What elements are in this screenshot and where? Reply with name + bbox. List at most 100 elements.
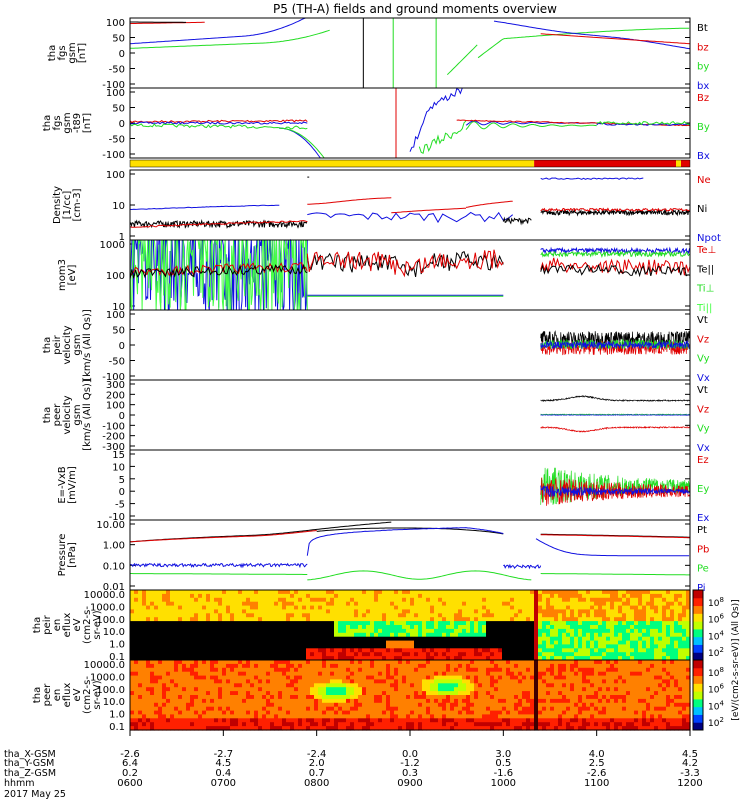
peir-spectrogram-cell bbox=[418, 613, 423, 618]
peir-spectrogram-cell bbox=[318, 652, 323, 657]
peer-spectrogram-cell bbox=[178, 687, 183, 692]
peer-spectrogram-cell bbox=[502, 663, 507, 669]
y-axis-label: tha bbox=[42, 337, 53, 353]
peir-spectrogram-cell bbox=[662, 640, 667, 646]
peer-spectrogram-cell bbox=[446, 671, 451, 677]
peir-spectrogram-cell bbox=[562, 644, 567, 649]
peer-spectrogram-cell bbox=[334, 706, 339, 712]
peer-spectrogram-cell bbox=[598, 714, 603, 719]
peir-spectrogram-cell bbox=[258, 652, 263, 657]
y-axis-label: [mV/m] bbox=[67, 466, 78, 504]
peer-spectrogram-cell bbox=[150, 722, 155, 727]
peir-spectrogram-cell bbox=[682, 609, 687, 614]
peir-spectrogram-cell bbox=[610, 636, 615, 642]
peer-spectrogram-cell bbox=[314, 663, 319, 669]
peer-spectrogram-cell bbox=[190, 687, 195, 692]
peir-spectrogram-cell bbox=[570, 605, 575, 611]
peer-spectrogram-cell bbox=[498, 714, 503, 719]
peir-spectrogram-cell bbox=[514, 621, 519, 626]
peir-spectrogram-cell bbox=[418, 628, 423, 634]
peir-spectrogram-cell bbox=[618, 597, 623, 603]
peer-spectrogram-cell bbox=[450, 679, 455, 684]
peer-spectrogram-cell bbox=[186, 714, 191, 719]
peir-spectrogram-cell bbox=[414, 648, 419, 653]
peir-spectrogram-cell bbox=[414, 644, 419, 649]
peer-spectrogram-cell bbox=[450, 710, 455, 716]
peir-spectrogram-cell bbox=[246, 648, 251, 653]
peir-spectrogram-cell bbox=[434, 605, 439, 611]
peer-spectrogram-cell bbox=[386, 695, 391, 700]
peir-spectrogram-cell bbox=[398, 613, 403, 618]
peer-spectrogram-cell bbox=[310, 718, 315, 723]
peir-spectrogram-cell bbox=[542, 609, 547, 614]
peir-spectrogram-cell bbox=[350, 648, 355, 653]
peir-spectrogram-cell bbox=[278, 648, 283, 653]
peir-spectrogram-cell bbox=[394, 640, 399, 646]
peer-spectrogram-cell bbox=[166, 702, 171, 708]
peir-spectrogram-cell bbox=[286, 609, 291, 614]
peir-spectrogram-cell bbox=[598, 590, 603, 595]
peir-spectrogram-cell bbox=[522, 613, 527, 618]
peer-spectrogram-cell bbox=[554, 683, 559, 688]
peir-spectrogram-cell bbox=[298, 605, 303, 611]
peir-spectrogram-cell bbox=[250, 652, 255, 657]
peer-spectrogram-cell bbox=[394, 714, 399, 719]
peir-spectrogram-cell bbox=[418, 621, 423, 626]
peir-spectrogram-cell bbox=[658, 656, 663, 661]
peer-spectrogram-cell bbox=[246, 683, 251, 688]
peer-spectrogram-cell bbox=[578, 698, 583, 704]
peer-spectrogram-cell bbox=[418, 698, 423, 704]
peer-spectrogram-cell bbox=[462, 695, 467, 700]
peer-spectrogram-cell bbox=[130, 660, 135, 665]
peer-spectrogram-cell bbox=[298, 679, 303, 684]
peir-spectrogram-cell bbox=[158, 609, 163, 614]
peir-spectrogram-cell bbox=[154, 613, 159, 618]
peer-spectrogram-cell bbox=[434, 663, 439, 669]
peer-spectrogram-cell bbox=[410, 675, 415, 681]
peir-spectrogram-cell bbox=[338, 617, 343, 622]
peir-spectrogram-cell bbox=[378, 617, 383, 622]
peer-spectrogram-cell bbox=[586, 660, 591, 665]
peer-spectrogram-cell bbox=[542, 710, 547, 716]
peer-spectrogram-cell bbox=[538, 667, 543, 673]
peer-spectrogram-cell bbox=[270, 726, 275, 731]
peer-spectrogram-cell bbox=[174, 722, 179, 727]
peir-spectrogram-cell bbox=[350, 625, 355, 630]
peer-spectrogram-cell bbox=[198, 667, 203, 673]
series-Vz bbox=[540, 425, 690, 433]
peer-spectrogram-cell bbox=[586, 710, 591, 716]
peer-spectrogram-cell bbox=[502, 710, 507, 716]
peir-spectrogram-cell bbox=[154, 601, 159, 607]
peer-spectrogram-cell bbox=[150, 691, 155, 696]
peer-spectrogram-cell bbox=[490, 683, 495, 688]
peir-spectrogram-cell bbox=[494, 625, 499, 630]
peir-spectrogram-cell bbox=[530, 644, 535, 649]
peer-spectrogram-cell bbox=[306, 726, 311, 731]
peir-spectrogram-cell bbox=[394, 605, 399, 611]
peer-spectrogram-cell bbox=[346, 706, 351, 712]
peer-spectrogram-cell bbox=[386, 718, 391, 723]
peir-spectrogram-cell bbox=[374, 613, 379, 618]
peir-spectrogram-cell bbox=[226, 648, 231, 653]
peer-spectrogram-cell bbox=[422, 660, 427, 665]
peir-spectrogram-cell bbox=[158, 644, 163, 649]
peir-spectrogram-cell bbox=[166, 593, 171, 599]
peir-spectrogram-cell bbox=[498, 621, 503, 626]
peir-spectrogram-cell bbox=[418, 648, 423, 653]
peer-spectrogram-cell bbox=[254, 702, 259, 708]
peir-spectrogram-cell bbox=[150, 648, 155, 653]
peer-spectrogram-cell bbox=[398, 667, 403, 673]
peir-spectrogram-cell bbox=[222, 605, 227, 611]
peir-spectrogram-cell bbox=[258, 613, 263, 618]
peer-spectrogram-cell bbox=[614, 663, 619, 669]
peer-spectrogram-cell bbox=[350, 702, 355, 708]
peer-spectrogram-cell bbox=[346, 722, 351, 727]
peir-spectrogram-cell bbox=[618, 609, 623, 614]
peir-spectrogram-cell bbox=[174, 628, 179, 634]
peer-spectrogram-cell bbox=[426, 718, 431, 723]
peer-spectrogram-cell bbox=[334, 675, 339, 681]
peer-spectrogram-cell bbox=[250, 687, 255, 692]
peer-spectrogram-cell bbox=[606, 710, 611, 716]
peir-spectrogram-cell bbox=[658, 601, 663, 607]
peir-spectrogram-cell bbox=[370, 613, 375, 618]
